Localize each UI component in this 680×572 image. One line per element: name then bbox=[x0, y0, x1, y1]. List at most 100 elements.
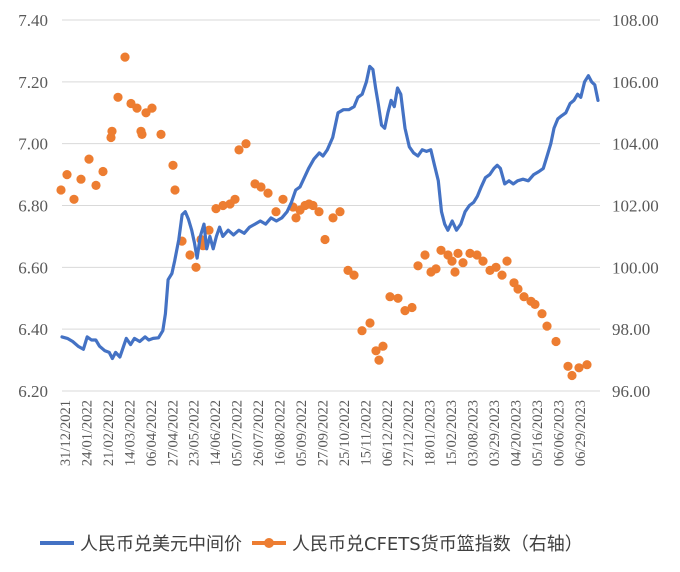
x-axis-tick-label: 27/04/2022 bbox=[165, 400, 181, 466]
cfets-data-point bbox=[278, 194, 288, 204]
cfets-data-point bbox=[537, 309, 547, 319]
x-axis-tick-label: 18/01/2023 bbox=[423, 400, 439, 466]
x-axis-tick-label: 27/09/2022 bbox=[315, 400, 331, 466]
cfets-data-point bbox=[453, 248, 463, 258]
cfets-data-point bbox=[271, 207, 281, 217]
line-swatch-icon bbox=[40, 541, 74, 545]
cfets-data-point bbox=[478, 256, 488, 266]
cfets-data-point bbox=[137, 129, 147, 139]
cfets-data-point bbox=[234, 145, 244, 155]
right-axis-tick-label: 100.00 bbox=[612, 258, 659, 277]
left-axis-tick-label: 6.60 bbox=[18, 258, 48, 277]
cfets-data-point bbox=[563, 361, 573, 371]
x-axis-tick-label: 27/12/2022 bbox=[401, 400, 417, 466]
x-axis-tick-label: 24/01/2022 bbox=[79, 400, 95, 466]
cfets-data-point bbox=[502, 256, 512, 266]
cfets-data-point bbox=[420, 250, 430, 260]
legend-label-usd-cny: 人民币兑美元中间价 bbox=[80, 534, 242, 555]
legend-item-usd-cny: 人民币兑美元中间价 bbox=[40, 530, 242, 556]
cfets-data-point bbox=[241, 139, 251, 149]
cfets-data-point bbox=[447, 256, 457, 266]
line-dot-swatch-icon bbox=[252, 538, 286, 548]
cfets-data-point bbox=[371, 346, 381, 356]
x-axis-tick-label: 15/11/2022 bbox=[358, 400, 374, 466]
cfets-data-point bbox=[385, 292, 395, 302]
x-axis-tick-label: 15/02/2023 bbox=[444, 400, 460, 466]
x-axis-tick-label: 05/16/2023 bbox=[530, 400, 546, 466]
gridlines bbox=[62, 19, 600, 392]
x-axis-tick-label: 03/08/2023 bbox=[466, 400, 482, 466]
cfets-data-point bbox=[436, 245, 446, 255]
cfets-data-point bbox=[551, 336, 561, 347]
cfets-data-point bbox=[450, 267, 460, 277]
left-axis-tick-label: 6.20 bbox=[18, 382, 48, 401]
cfets-data-point bbox=[185, 250, 195, 260]
right-axis-tick-label: 108.00 bbox=[612, 11, 659, 30]
cfets-index-scatter-series bbox=[56, 52, 592, 381]
cfets-data-point bbox=[335, 207, 345, 217]
cfets-data-point bbox=[120, 52, 130, 62]
cfets-data-point bbox=[519, 292, 529, 302]
x-axis-tick-label: 05/09/2022 bbox=[294, 400, 310, 466]
cfets-data-point bbox=[263, 188, 273, 198]
x-axis-tick-label: 26/07/2022 bbox=[251, 400, 267, 466]
x-axis-tick-label: 03/29/2023 bbox=[487, 400, 503, 466]
cfets-data-point bbox=[530, 299, 540, 309]
cfets-data-point bbox=[191, 262, 201, 272]
cfets-data-point bbox=[211, 204, 221, 214]
left-axis-tick-label: 7.20 bbox=[18, 73, 48, 92]
right-y-axis-ticks: 96.00 98.00 100.00 102.00 104.00 106.00 108.00 bbox=[612, 11, 659, 401]
legend: 人民币兑美元中间价 人民币兑CFETS货币篮指数（右轴） bbox=[40, 528, 587, 558]
right-axis-tick-label: 96.00 bbox=[612, 382, 650, 401]
cfets-data-point bbox=[513, 284, 523, 294]
cfets-data-point bbox=[84, 154, 94, 164]
cfets-data-point bbox=[465, 248, 475, 258]
right-axis-tick-label: 98.00 bbox=[612, 320, 650, 339]
cfets-data-point bbox=[204, 225, 214, 235]
x-axis-tick-label: 06/04/2022 bbox=[144, 400, 160, 466]
cfets-data-point bbox=[357, 326, 367, 336]
cfets-data-point bbox=[574, 363, 584, 373]
x-axis-tick-label: 05/07/2022 bbox=[230, 400, 246, 466]
cfets-data-point bbox=[132, 103, 142, 113]
legend-item-cfets: 人民币兑CFETS货币篮指数（右轴） bbox=[252, 530, 583, 556]
cfets-data-point bbox=[374, 355, 384, 365]
cfets-data-point bbox=[314, 207, 324, 217]
x-axis-tick-label: 06/12/2022 bbox=[380, 400, 396, 466]
cfets-data-point bbox=[168, 160, 178, 170]
x-axis-tick-label: 21/02/2022 bbox=[101, 400, 117, 466]
x-axis-tick-label: 14/03/2022 bbox=[122, 400, 138, 466]
cfets-data-point bbox=[98, 166, 108, 177]
cfets-data-point bbox=[147, 103, 157, 113]
cfets-data-point bbox=[256, 182, 266, 192]
cfets-data-point bbox=[56, 185, 66, 195]
cfets-data-point bbox=[497, 270, 507, 280]
cfets-data-point bbox=[69, 194, 79, 204]
cfets-data-point bbox=[349, 270, 359, 280]
cfets-data-point bbox=[156, 129, 166, 139]
cfets-data-point bbox=[400, 306, 410, 316]
x-axis-tick-label: 06/06/2023 bbox=[551, 400, 567, 466]
cfets-data-point bbox=[170, 185, 180, 195]
cfets-data-point bbox=[472, 250, 482, 260]
cfets-data-point bbox=[378, 341, 388, 351]
usd-cny-central-parity-line bbox=[60, 64, 600, 361]
x-axis-tick-label: 04/20/2023 bbox=[508, 400, 524, 466]
cfets-data-point bbox=[113, 92, 123, 102]
right-axis-tick-label: 106.00 bbox=[612, 73, 659, 92]
cfets-data-point bbox=[542, 321, 552, 331]
cfets-data-point bbox=[328, 213, 338, 223]
left-axis-tick-label: 7.00 bbox=[18, 135, 48, 154]
cfets-data-point bbox=[218, 200, 228, 211]
cfets-data-point bbox=[365, 318, 375, 328]
x-axis-tick-label: 23/05/2022 bbox=[187, 400, 203, 466]
cfets-data-point bbox=[567, 370, 577, 381]
x-axis-tick-label: 25/10/2022 bbox=[337, 400, 353, 466]
cfets-data-point bbox=[62, 170, 72, 180]
left-y-axis-ticks: 6.20 6.40 6.60 6.80 7.00 7.20 7.40 bbox=[18, 11, 48, 401]
left-axis-tick-label: 6.40 bbox=[18, 320, 48, 339]
left-axis-tick-label: 7.40 bbox=[18, 11, 48, 30]
legend-label-cfets: 人民币兑CFETS货币篮指数（右轴） bbox=[292, 534, 583, 555]
cfets-data-point bbox=[308, 200, 318, 211]
cfets-data-point bbox=[393, 293, 403, 303]
